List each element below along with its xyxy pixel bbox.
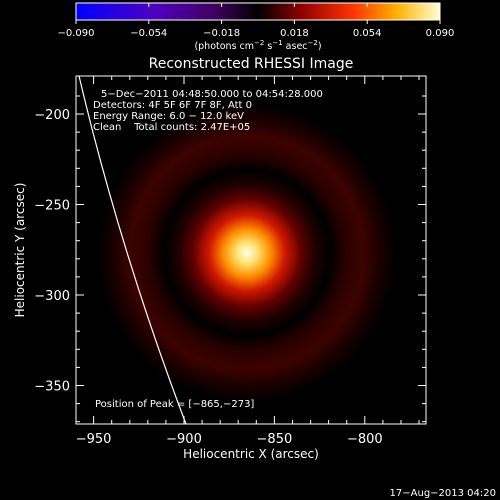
x-axis-ticks — [93, 76, 420, 424]
x-tick-label: −850 — [257, 432, 293, 447]
x-axis-label: Heliocentric X (arcsec) — [183, 447, 319, 461]
colorbar-tick-label: 0.054 — [353, 28, 382, 39]
colorbar-tick-label: −0.054 — [130, 28, 167, 39]
annotation-peak-position: Position of Peak = [−865,−273] — [95, 399, 254, 410]
y-tick-label: −300 — [34, 289, 70, 304]
annotation-time-range: 5−Dec−2011 04:48:50.000 to 04:54:28.000 — [101, 89, 323, 100]
x-tick-label: −900 — [166, 432, 202, 447]
colorbar-tick-label: −0.018 — [203, 28, 240, 39]
colorbar-ticks — [75, 3, 441, 24]
annotation-clean: Clean Total counts: 2.47E+05 — [93, 122, 250, 133]
footer-date: 17−Aug−2013 04:20 — [390, 488, 496, 499]
y-axis-ticks — [76, 95, 426, 423]
y-tick-label: −200 — [34, 108, 70, 123]
plot-frame — [75, 75, 427, 425]
colorbar: −0.090 −0.054 −0.018 0.018 0.054 0.090 (… — [57, 2, 455, 52]
x-tick-label: −800 — [347, 432, 383, 447]
colorbar-tick-label: 0.090 — [426, 28, 455, 39]
colorbar-tick-label: 0.018 — [280, 28, 309, 39]
annotation-detectors: Detectors: 4F 5F 6F 7F 8F, Att 0 — [93, 100, 252, 111]
source-emission — [76, 76, 426, 424]
y-tick-label: −350 — [34, 380, 70, 395]
annotations: 5−Dec−2011 04:48:50.000 to 04:54:28.000 … — [93, 89, 323, 410]
annotation-energy-range: Energy Range: 6.0 − 12.0 keV — [93, 111, 244, 122]
y-axis-label: Heliocentric Y (arcsec) — [13, 183, 27, 318]
plot-title: Reconstructed RHESSI Image — [149, 56, 354, 72]
rhessi-image — [76, 76, 426, 424]
colorbar-units: (photons cm−2 s−1 asec−2) — [194, 39, 321, 52]
solar-limb — [78, 76, 187, 424]
y-tick-label: −250 — [34, 199, 70, 214]
colorbar-gradient — [75, 2, 441, 21]
x-tick-label: −950 — [76, 432, 112, 447]
colorbar-tick-label: −0.090 — [57, 28, 94, 39]
